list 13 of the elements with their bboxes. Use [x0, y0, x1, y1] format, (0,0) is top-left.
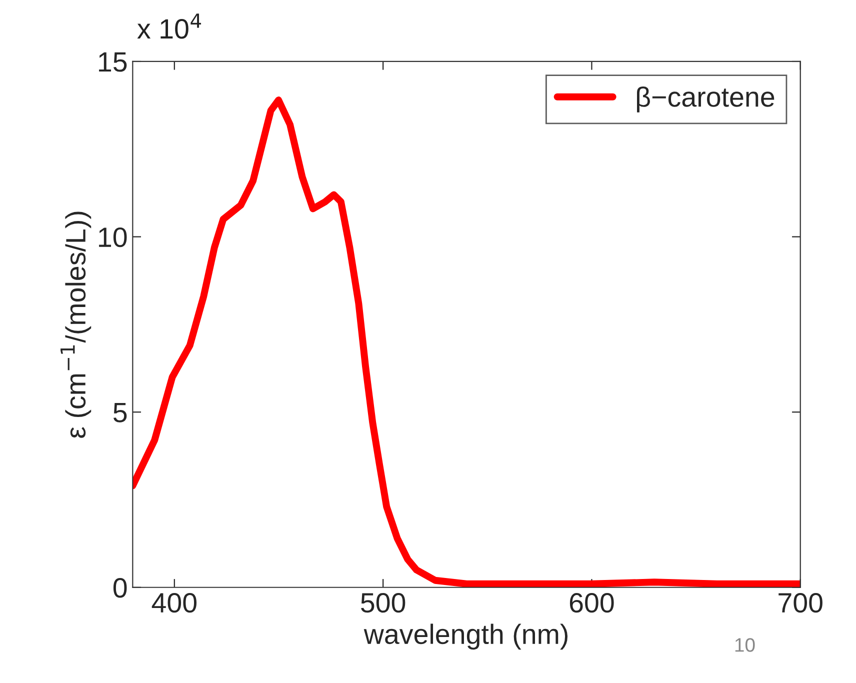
x-tick-label: 700: [778, 592, 822, 613]
y-axis-title: ε (cm$^{−1}$/(moles/L)): [60, 212, 92, 438]
text: x 10$^{4}$: [137, 14, 202, 39]
x-tick-label: 500: [361, 592, 406, 613]
x-tick-label: 400: [152, 592, 196, 613]
legend-label: β−carotene: [636, 86, 774, 112]
x-tick-label: 600: [570, 592, 614, 613]
y-tick-label: 0: [113, 578, 127, 598]
y-tick-label: 15: [99, 52, 127, 72]
text: 10: [735, 638, 755, 652]
x-axis-title: wavelength (nm): [364, 624, 568, 650]
y-tick-label: 10: [99, 227, 127, 248]
y-tick-label: 5: [113, 403, 127, 422]
